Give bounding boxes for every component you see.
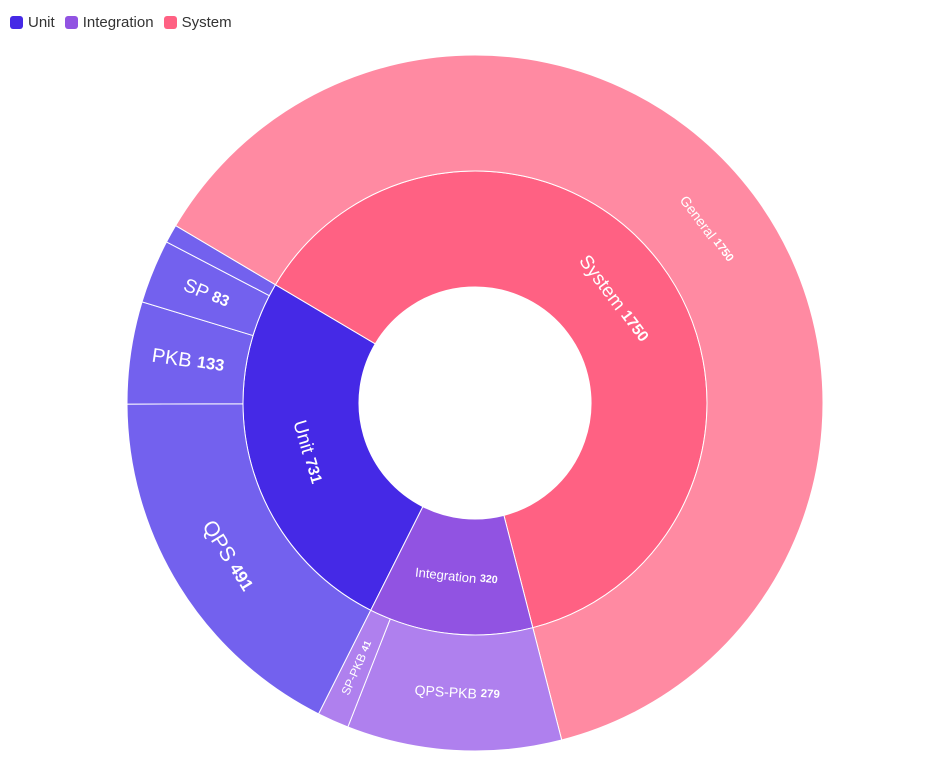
legend: Unit Integration System — [10, 14, 232, 31]
label-pkb: PKB 133 — [150, 345, 225, 377]
label-value-integration: 320 — [479, 573, 498, 587]
label-value-sp-pkb: 41 — [359, 638, 374, 653]
legend-item-unit[interactable]: Unit — [10, 14, 55, 31]
label-value-sp: 83 — [209, 288, 232, 310]
legend-item-integration[interactable]: Integration — [64, 14, 154, 31]
legend-item-system[interactable]: System — [163, 14, 232, 31]
legend-label-system: System — [181, 14, 232, 31]
legend-swatch-system — [163, 16, 177, 29]
legend-label-integration: Integration — [82, 14, 154, 31]
legend-label-unit: Unit — [28, 14, 55, 31]
outer-slice-sp-pkb[interactable] — [317, 609, 391, 728]
label-name-integration: Integration — [414, 564, 480, 586]
label-value-qps-pkb: 279 — [480, 688, 500, 701]
legend-swatch-integration — [64, 16, 78, 29]
label-qps-pkb: QPS-PKB 279 — [414, 682, 500, 703]
label-value-unit: 731 — [302, 456, 326, 486]
label-name-qps-pkb: QPS-PKB — [414, 682, 481, 702]
legend-swatch-unit — [10, 16, 23, 29]
outer-slice-general[interactable] — [174, 54, 824, 741]
label-value-pkb: 133 — [196, 353, 226, 375]
label-integration: Integration 320 — [414, 564, 498, 588]
